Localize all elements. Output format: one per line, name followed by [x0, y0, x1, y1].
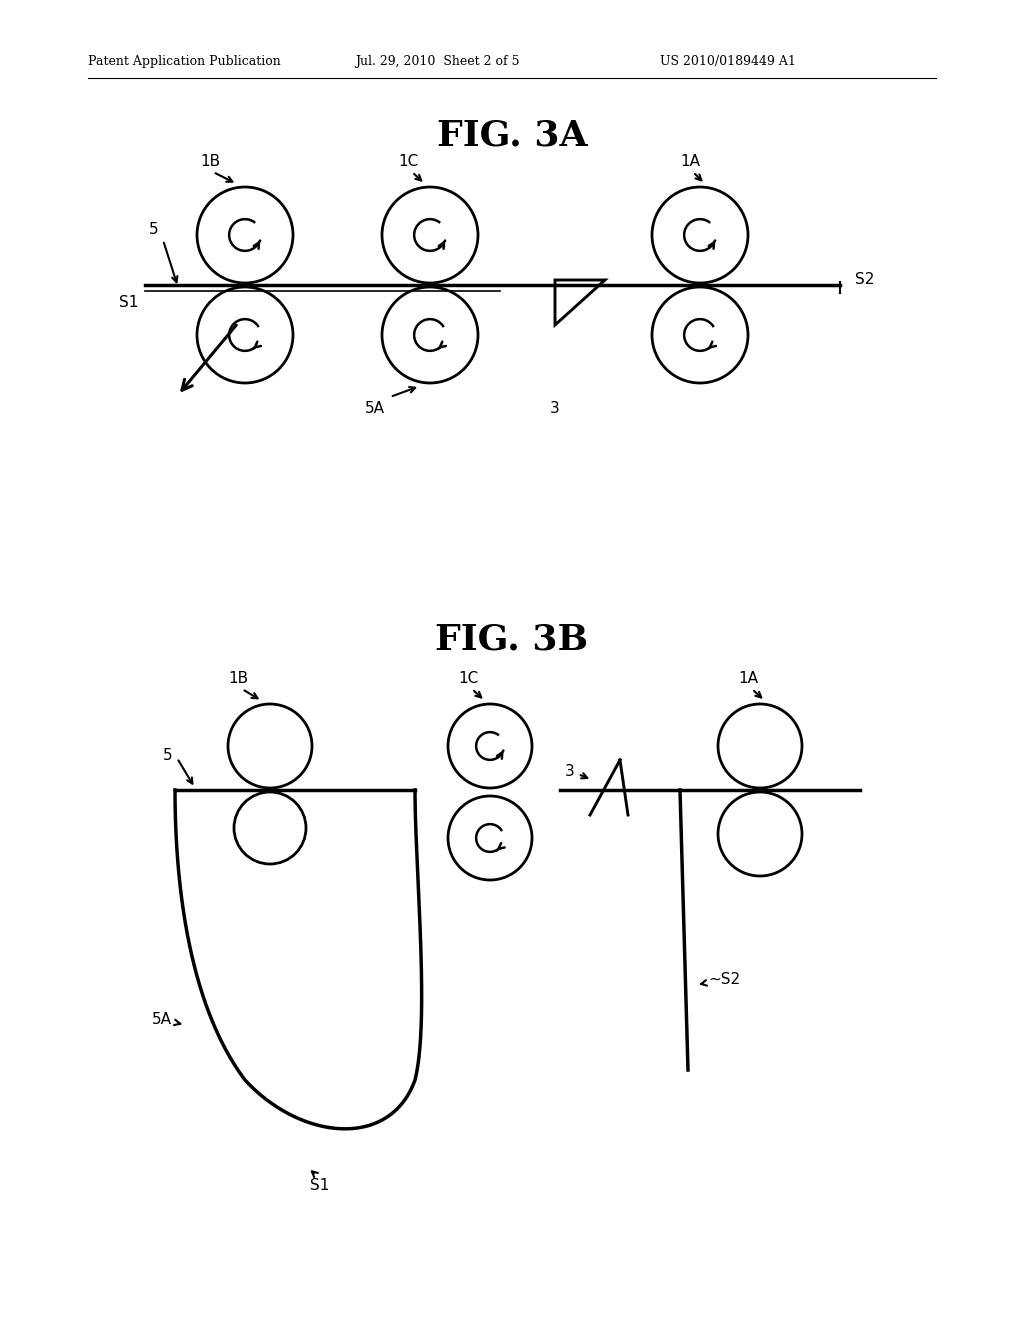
Text: Patent Application Publication: Patent Application Publication — [88, 55, 281, 69]
Text: 1C: 1C — [458, 671, 478, 686]
Text: Jul. 29, 2010  Sheet 2 of 5: Jul. 29, 2010 Sheet 2 of 5 — [355, 55, 519, 69]
Text: FIG. 3A: FIG. 3A — [436, 117, 588, 152]
Text: 5A: 5A — [152, 1012, 172, 1027]
Text: 1B: 1B — [200, 154, 220, 169]
Text: US 2010/0189449 A1: US 2010/0189449 A1 — [660, 55, 796, 69]
Text: 5A: 5A — [365, 401, 385, 416]
Text: 1B: 1B — [228, 671, 248, 686]
Text: 1A: 1A — [738, 671, 758, 686]
Text: S2: S2 — [855, 272, 874, 288]
Text: 3: 3 — [565, 764, 575, 780]
Text: 3: 3 — [550, 401, 560, 416]
Text: 5: 5 — [148, 223, 158, 238]
Text: S1: S1 — [119, 294, 138, 310]
Text: 1C: 1C — [398, 154, 418, 169]
Text: S1: S1 — [310, 1177, 330, 1193]
Text: FIG. 3B: FIG. 3B — [435, 623, 589, 657]
Text: ~S2: ~S2 — [708, 973, 740, 987]
Text: 5: 5 — [163, 748, 172, 763]
Text: 1A: 1A — [680, 154, 700, 169]
